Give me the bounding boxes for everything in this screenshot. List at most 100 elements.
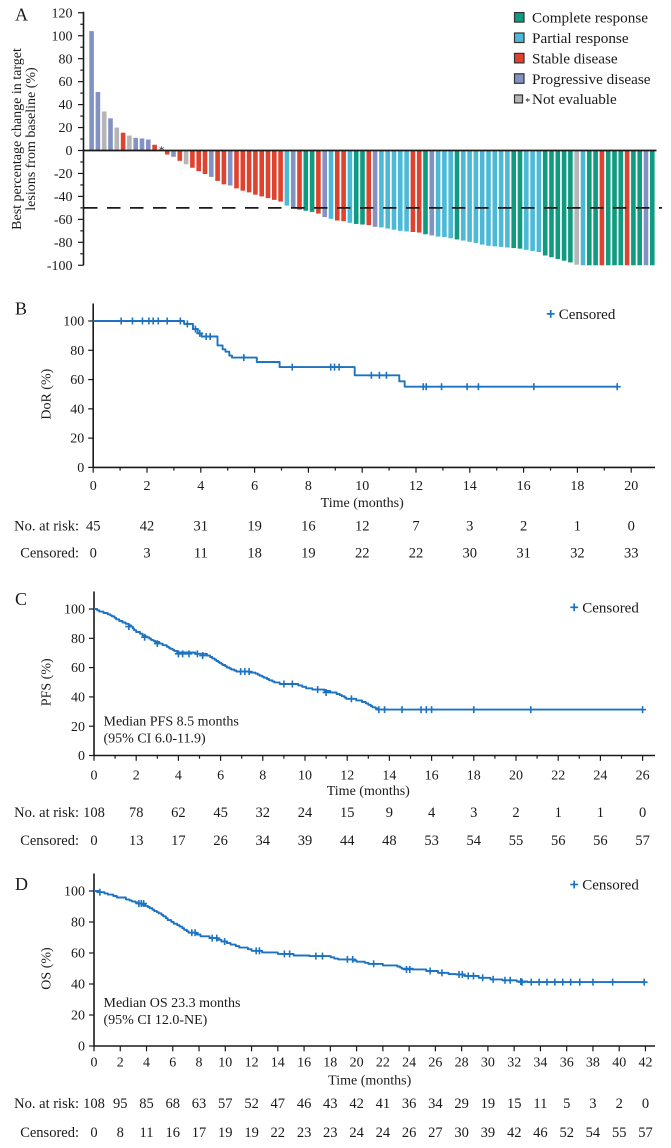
svg-text:19: 19 [301, 546, 316, 562]
svg-text:28: 28 [455, 1056, 469, 1071]
svg-text:10: 10 [218, 1056, 232, 1071]
svg-text:80: 80 [59, 52, 73, 67]
svg-text:100: 100 [63, 315, 84, 330]
svg-text:0: 0 [639, 805, 646, 821]
svg-text:No. at risk:: No. at risk: [14, 1096, 79, 1112]
svg-text:54: 54 [586, 1125, 601, 1141]
svg-text:20: 20 [59, 121, 73, 136]
svg-text:OS (%): OS (%) [40, 947, 55, 990]
svg-text:10: 10 [355, 479, 369, 494]
svg-text:33: 33 [624, 546, 639, 562]
svg-text:2: 2 [133, 768, 140, 783]
svg-text:30: 30 [454, 1125, 469, 1141]
svg-text:-60: -60 [54, 213, 73, 228]
svg-text:54: 54 [467, 833, 482, 849]
svg-text:29: 29 [454, 1096, 469, 1112]
svg-text:36: 36 [560, 1056, 574, 1071]
svg-text:38: 38 [586, 1056, 600, 1071]
svg-text:18: 18 [247, 546, 262, 562]
svg-text:Complete response: Complete response [532, 10, 648, 27]
svg-text:36: 36 [402, 1096, 417, 1112]
svg-text:23: 23 [297, 1125, 312, 1141]
svg-text:10: 10 [298, 768, 312, 783]
svg-text:30: 30 [481, 1056, 495, 1071]
svg-text:63: 63 [192, 1096, 207, 1112]
svg-text:18: 18 [323, 1056, 337, 1071]
svg-text:Median OS 23.3 months: Median OS 23.3 months [104, 996, 241, 1011]
svg-text:43: 43 [323, 1096, 338, 1112]
svg-text:26: 26 [402, 1125, 417, 1141]
svg-text:0: 0 [91, 768, 98, 783]
svg-text:26: 26 [636, 768, 650, 783]
svg-text:62: 62 [171, 805, 186, 821]
svg-text:16: 16 [425, 768, 439, 783]
svg-text:3: 3 [470, 805, 477, 821]
svg-text:8: 8 [259, 768, 266, 783]
svg-text:lesions from baseline (%): lesions from baseline (%) [24, 67, 39, 211]
svg-text:3: 3 [589, 1096, 596, 1112]
svg-text:52: 52 [244, 1096, 259, 1112]
svg-text:4: 4 [428, 805, 436, 821]
svg-text:52: 52 [559, 1125, 574, 1141]
svg-text:40: 40 [71, 978, 85, 993]
svg-text:19: 19 [218, 1125, 233, 1141]
svg-text:15: 15 [507, 1096, 522, 1112]
svg-text:57: 57 [635, 833, 650, 849]
svg-text:16: 16 [301, 519, 316, 535]
svg-text:No. at risk:: No. at risk: [14, 519, 79, 535]
svg-text:34: 34 [256, 833, 271, 849]
svg-text:24: 24 [402, 1056, 416, 1071]
svg-text:22: 22 [376, 1056, 390, 1071]
svg-text:24: 24 [376, 1125, 391, 1141]
svg-text:22: 22 [355, 546, 370, 562]
svg-text:8: 8 [117, 1125, 124, 1141]
svg-text:B: B [15, 299, 27, 319]
svg-text:16: 16 [166, 1125, 181, 1141]
svg-text:42: 42 [507, 1125, 522, 1141]
svg-text:14: 14 [271, 1056, 285, 1071]
svg-text:DoR (%): DoR (%) [40, 368, 55, 419]
svg-text:55: 55 [612, 1125, 627, 1141]
svg-text:40: 40 [71, 691, 85, 706]
svg-text:16: 16 [517, 479, 531, 494]
svg-text:45: 45 [213, 805, 228, 821]
svg-text:31: 31 [194, 519, 209, 535]
svg-text:26: 26 [428, 1056, 442, 1071]
svg-text:No. at risk:: No. at risk: [14, 805, 79, 821]
svg-text:12: 12 [409, 479, 423, 494]
svg-text:80: 80 [71, 632, 85, 647]
svg-text:55: 55 [509, 833, 524, 849]
svg-text:0: 0 [642, 1096, 649, 1112]
svg-text:2: 2 [616, 1096, 623, 1112]
svg-text:60: 60 [71, 947, 85, 962]
svg-text:PFS (%): PFS (%) [39, 658, 54, 706]
svg-text:41: 41 [376, 1096, 391, 1112]
svg-text:44: 44 [340, 833, 355, 849]
svg-text:19: 19 [247, 519, 262, 535]
svg-text:8: 8 [196, 1056, 203, 1071]
svg-text:95: 95 [113, 1096, 128, 1112]
svg-text:120: 120 [52, 6, 73, 21]
svg-text:Best percentage change in targ: Best percentage change in target [10, 48, 25, 230]
svg-text:100: 100 [64, 603, 85, 618]
svg-text:-20: -20 [54, 167, 73, 182]
svg-text:39: 39 [298, 833, 313, 849]
svg-text:20: 20 [509, 768, 523, 783]
svg-text:11: 11 [533, 1096, 547, 1112]
svg-text:4: 4 [175, 768, 182, 783]
svg-text:48: 48 [382, 833, 397, 849]
svg-text:32: 32 [570, 546, 585, 562]
svg-text:20: 20 [70, 432, 84, 447]
svg-text:Progressive disease: Progressive disease [532, 71, 651, 88]
svg-text:0: 0 [90, 546, 97, 562]
svg-text:Censored:: Censored: [20, 546, 79, 562]
svg-text:22: 22 [409, 546, 424, 562]
svg-text:(95% CI 12.0-NE): (95% CI 12.0-NE) [104, 1013, 208, 1028]
svg-text:40: 40 [70, 402, 84, 417]
svg-text:20: 20 [624, 479, 638, 494]
svg-text:9: 9 [386, 805, 393, 821]
svg-text:60: 60 [71, 661, 85, 676]
svg-text:D: D [15, 874, 28, 894]
svg-text:34: 34 [428, 1096, 443, 1112]
svg-text:78: 78 [129, 805, 144, 821]
